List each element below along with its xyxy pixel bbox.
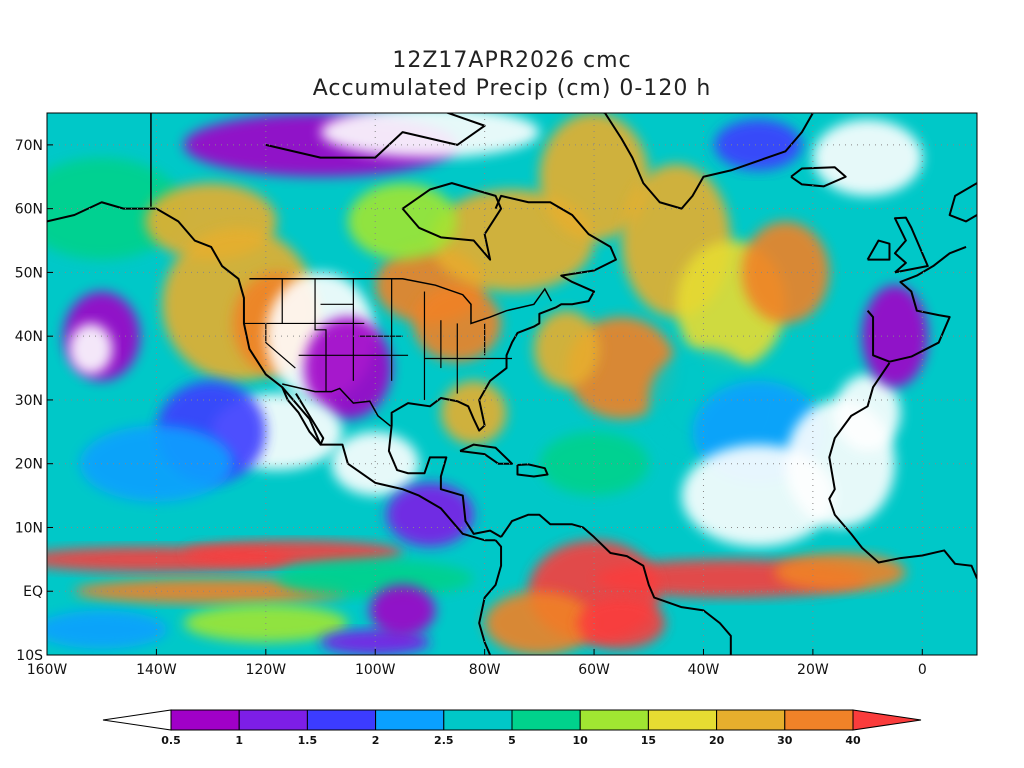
precip-blob <box>812 119 923 196</box>
colorbar-label: 40 <box>845 734 861 747</box>
precip-blob <box>68 323 113 375</box>
map-axes: 160W 140W 120W 100W 80W 60W 40W 20W 0 10S EQ 10N 20N… <box>15 138 927 678</box>
coastlines <box>47 113 977 655</box>
lat-tick-label: EQ <box>23 584 43 600</box>
colorbar-label: 2 <box>372 734 380 747</box>
colorbar-label: 0.5 <box>161 734 181 747</box>
colorbar-label: 30 <box>777 734 793 747</box>
colorbar-label: 20 <box>709 734 725 747</box>
chart-title-line1: 12Z17APR2026 cmc <box>392 48 632 73</box>
lon-tick-label: 0 <box>918 662 927 678</box>
precip-blob <box>714 119 802 171</box>
lon-tick-label: 80W <box>469 662 501 678</box>
coastline-segment <box>948 182 977 223</box>
coastline-segment <box>893 216 929 274</box>
lat-tick-label: 10N <box>15 520 43 536</box>
lon-tick-label: 20W <box>797 662 829 678</box>
precip-blob <box>79 425 234 502</box>
precip-blob <box>440 380 507 445</box>
precip-blob <box>539 113 649 241</box>
coastline-segment <box>478 539 503 655</box>
lat-tick-label: 10S <box>16 648 43 664</box>
lat-tick-label: 20N <box>15 457 43 473</box>
state-line <box>314 278 327 392</box>
gridlines <box>47 113 977 655</box>
precip-blob <box>386 482 474 547</box>
precip-field <box>47 113 977 655</box>
precip-blob <box>484 591 595 655</box>
colorbar-swatch <box>170 709 240 731</box>
colorbar-swatch <box>511 709 581 731</box>
precip-blob <box>834 374 901 451</box>
coastline-segment <box>47 201 496 542</box>
map-frame <box>46 112 978 656</box>
coastline-segment <box>516 463 549 478</box>
colorbar-swatch <box>647 709 718 731</box>
lon-tick-label: 120W <box>246 662 287 678</box>
colorbar-label: 1.5 <box>298 734 318 747</box>
coastline-segment <box>866 245 967 363</box>
lat-tick-label: 40N <box>15 329 43 345</box>
precip-blob <box>276 559 474 598</box>
coastline-segment <box>601 113 814 210</box>
precip-blob <box>320 629 430 655</box>
border-us-canada <box>249 278 553 325</box>
coastline-segment <box>459 443 513 465</box>
lon-tick-label: 100W <box>355 662 396 678</box>
colorbar-swatch <box>716 709 786 731</box>
colorbar-label: 15 <box>641 734 656 747</box>
colorbar: 0.5 1 1.5 2 2.5 5 10 15 20 30 40 <box>102 709 922 747</box>
colorbar-swatch <box>443 709 513 731</box>
precip-blob <box>533 310 600 388</box>
coastline-segment <box>866 239 891 261</box>
precip-blob <box>183 540 403 566</box>
lat-tick-label: 50N <box>15 265 43 281</box>
precip-blob <box>862 285 928 388</box>
coastline-segment <box>790 166 847 188</box>
colorbar-swatch <box>579 709 649 731</box>
border-us-mexico <box>282 383 392 427</box>
lon-tick-label: 160W <box>27 662 68 678</box>
lon-tick-label: 60W <box>578 662 610 678</box>
precip-blob <box>320 113 540 158</box>
colorbar-label: 10 <box>573 734 589 747</box>
chart-title-line2: Accumulated Precip (cm) 0-120 h <box>312 76 712 101</box>
precip-blob <box>369 584 436 636</box>
colorbar-label: 2.5 <box>434 734 454 747</box>
colorbar-label: 5 <box>508 734 516 747</box>
coastline-segment <box>281 386 325 446</box>
colorbar-end-low <box>102 709 172 731</box>
colorbar-swatch <box>784 709 854 731</box>
lat-tick-label: 70N <box>15 138 43 154</box>
lon-tick-label: 140W <box>136 662 177 678</box>
coastline-segment <box>390 194 617 432</box>
colorbar-label: 1 <box>235 734 243 747</box>
coastline-segment <box>401 182 503 261</box>
coastline-segment <box>828 362 977 579</box>
precip-blob <box>577 597 666 649</box>
colorbar-end-high <box>852 709 922 731</box>
precip-blob <box>74 578 348 604</box>
colorbar-swatch <box>306 709 377 731</box>
lon-tick-label: 40W <box>688 662 720 678</box>
colorbar-swatch <box>238 709 308 731</box>
precip-blob <box>47 610 168 649</box>
coastline-segment <box>500 513 732 655</box>
precip-blob <box>347 183 458 260</box>
precip-blob <box>539 431 649 496</box>
precip-blob <box>774 552 906 592</box>
lat-tick-label: 30N <box>15 393 43 409</box>
precip-blob <box>331 431 419 496</box>
colorbar-swatch <box>375 709 445 731</box>
coastline-segment <box>387 425 502 538</box>
lat-tick-label: 60N <box>15 202 43 218</box>
